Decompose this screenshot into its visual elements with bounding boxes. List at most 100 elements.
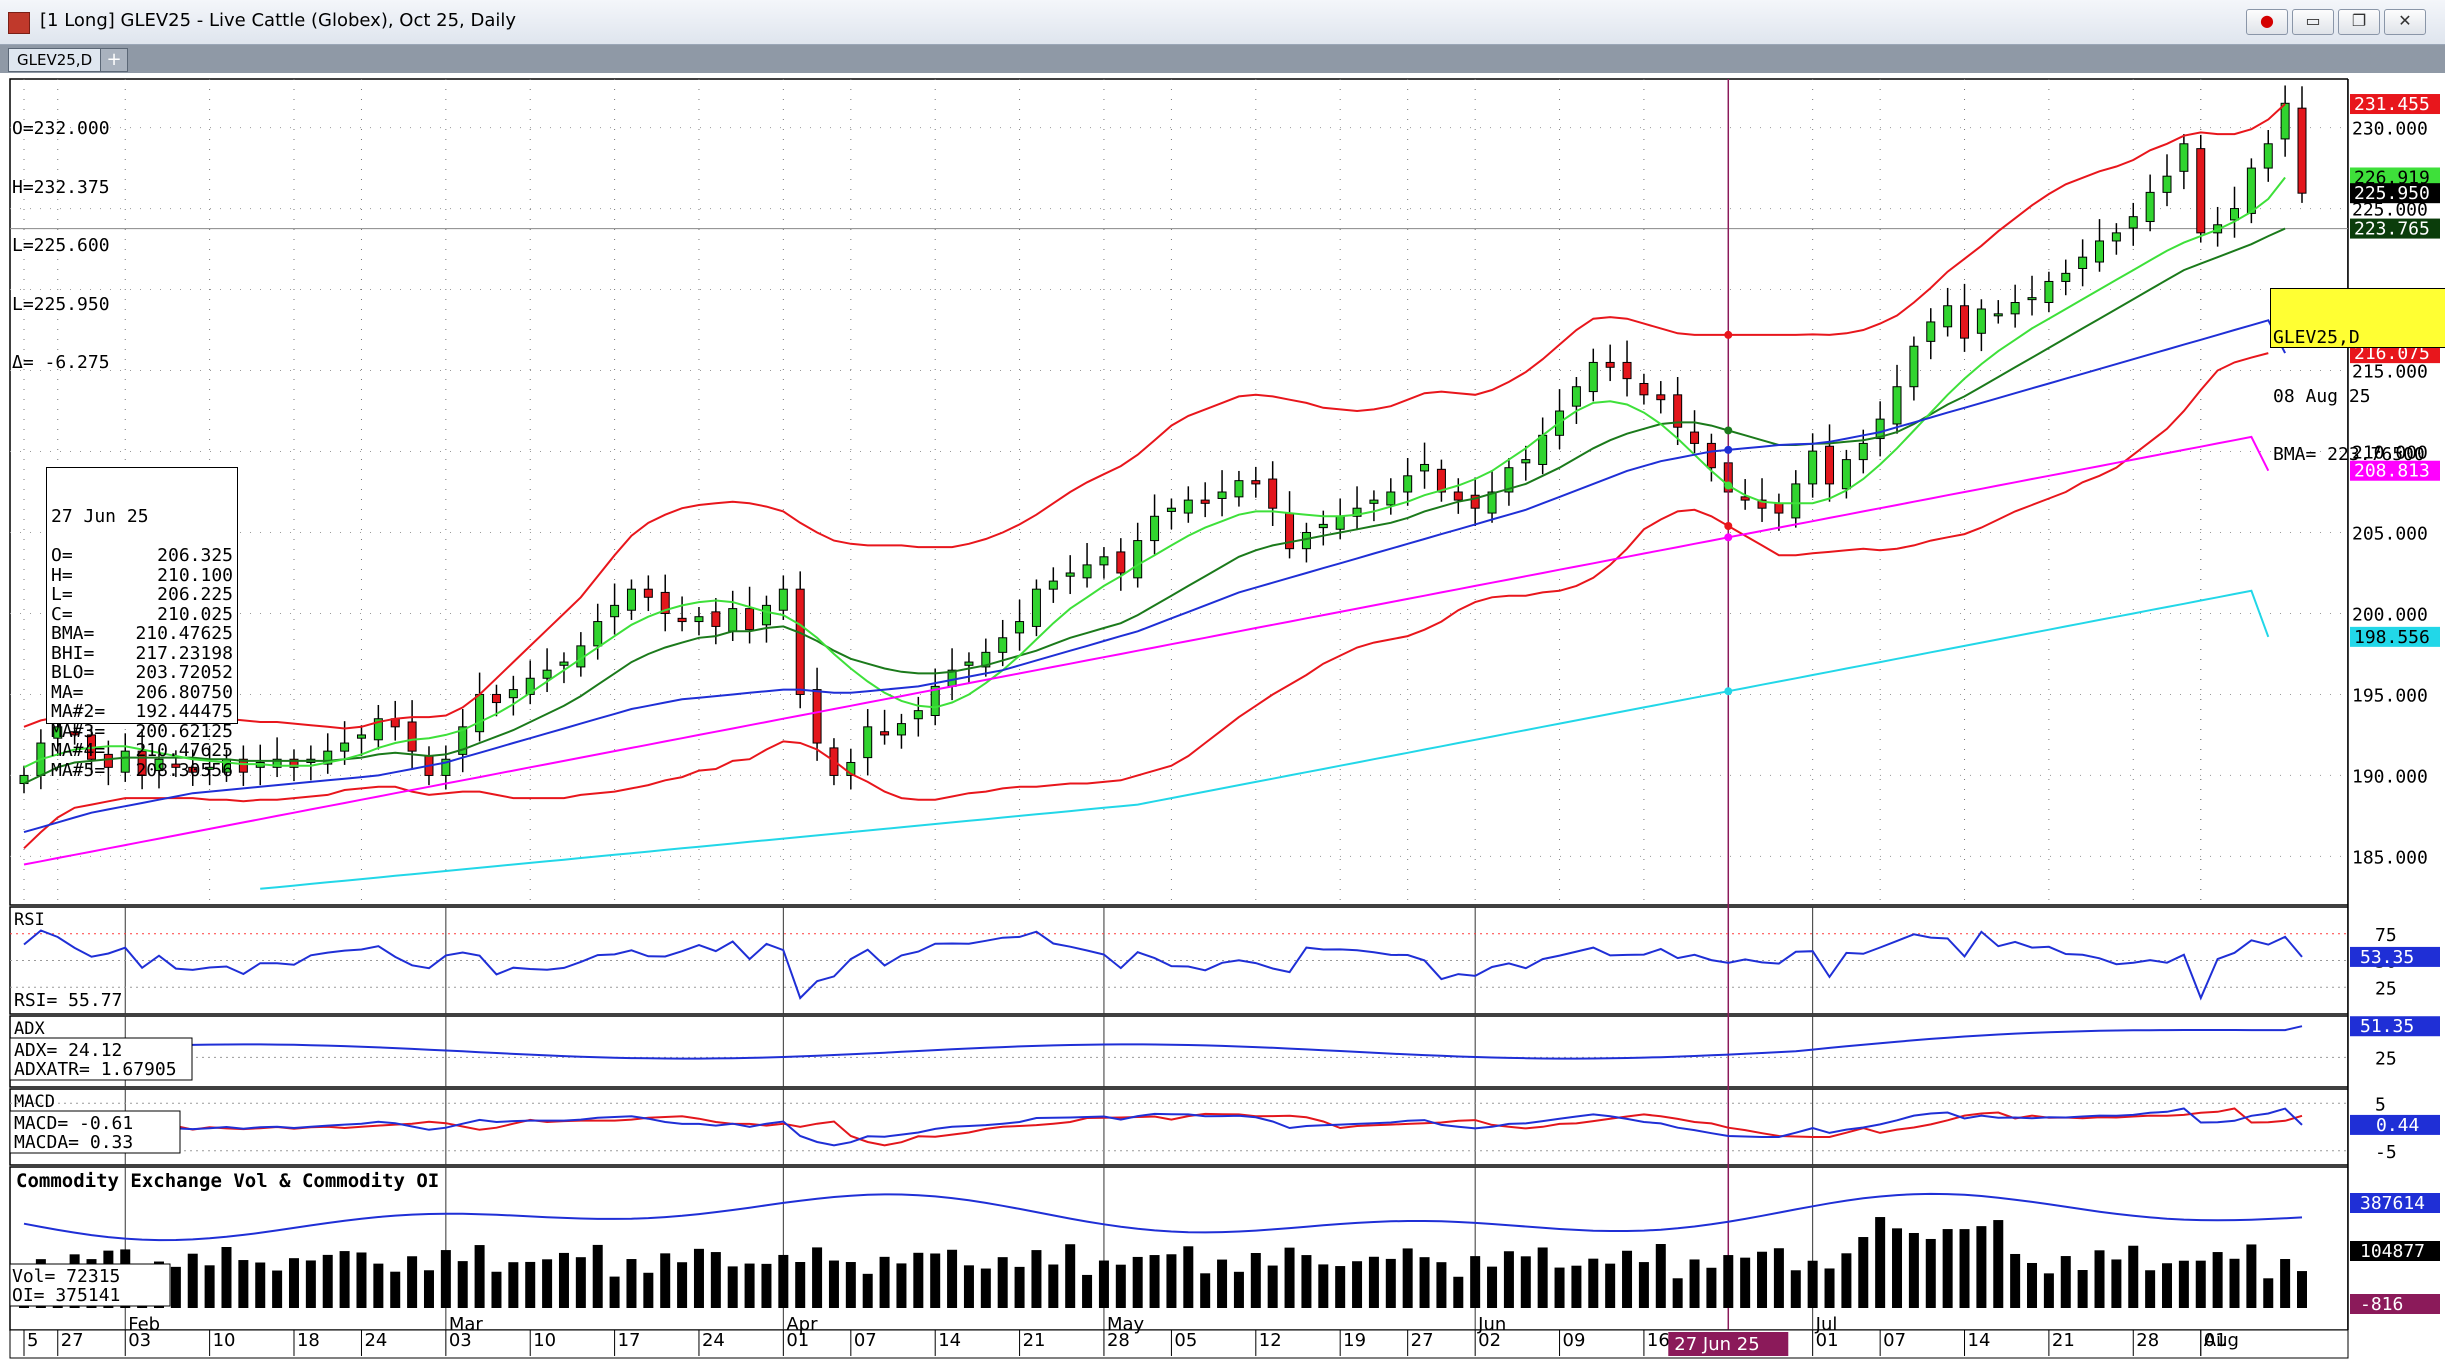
data-window-key: BMA= <box>51 623 95 644</box>
volume-bar <box>575 1257 586 1308</box>
data-window-key: BLO= <box>51 662 95 683</box>
volume-bar <box>1571 1265 1582 1308</box>
candle-body <box>1504 467 1514 493</box>
ohlc-open: O=232.000 <box>12 118 110 139</box>
price-tick-label: 185.000 <box>2352 847 2428 868</box>
candle-body <box>2162 175 2172 193</box>
adx-tag-label: 51.35 <box>2360 1016 2414 1037</box>
volume-bar <box>1706 1267 1717 1308</box>
data-window-key: H= <box>51 564 73 586</box>
volume-bar <box>1773 1248 1784 1308</box>
minimize-button[interactable]: ▭ <box>2292 9 2334 35</box>
candle-body <box>1133 540 1143 579</box>
volume-bar <box>2145 1270 2156 1308</box>
candle-body <box>19 774 29 785</box>
volume-bar <box>1284 1247 1295 1308</box>
month-label: Jun <box>1477 1314 1506 1335</box>
data-window-value: 200.62125 <box>135 720 233 742</box>
price-tag <box>2350 218 2440 239</box>
volume-readout: OI= 375141 <box>12 1285 120 1306</box>
volume-bar <box>1132 1256 1143 1308</box>
volume-bar <box>1908 1232 1919 1308</box>
volume-bar <box>221 1247 232 1308</box>
candle-body <box>1082 564 1092 579</box>
series-bma-line <box>23 227 2286 785</box>
candle-body <box>1875 418 1885 440</box>
panel-rsi <box>9 906 2349 1015</box>
volume-bar <box>1082 1274 1093 1308</box>
volume-bar <box>592 1244 603 1308</box>
date-tick-label: 14 <box>938 1330 961 1351</box>
volume-bar <box>1723 1255 1734 1308</box>
volume-bar <box>255 1262 266 1308</box>
open-interest-line <box>23 1192 2303 1242</box>
record-icon[interactable]: ● <box>2246 9 2288 35</box>
data-window-value: 206.325 <box>157 545 233 566</box>
volume-bar <box>1503 1251 1514 1308</box>
volume-bar <box>913 1252 924 1308</box>
candle-body <box>1825 445 1835 485</box>
add-tab-button[interactable]: + <box>100 48 128 72</box>
volume-bar <box>1740 1257 1751 1308</box>
data-window-row: MA#2= 192.44475 <box>51 702 233 722</box>
volume-bar <box>356 1252 367 1308</box>
candle-body <box>2027 297 2037 301</box>
volume-bar <box>542 1259 553 1308</box>
volume-bar <box>1217 1259 1228 1308</box>
date-tick-label: 18 <box>297 1330 320 1351</box>
candle-body <box>2196 148 2206 234</box>
candle-body <box>1150 515 1160 542</box>
data-window-key: MA#4= <box>51 740 106 761</box>
volume-tag-label: 104877 <box>2360 1241 2425 1262</box>
candle-body <box>1470 494 1480 509</box>
volume-bar <box>1487 1266 1498 1308</box>
date-tick-label: 24 <box>364 1330 387 1351</box>
price-tick-label: 210.000 <box>2352 443 2428 464</box>
panel-macd <box>9 1088 2349 1166</box>
volume-readout-box <box>9 1263 171 1307</box>
volume-bar <box>2246 1244 2257 1308</box>
date-tick-label: 07 <box>1883 1330 1906 1351</box>
candle-body <box>407 721 417 752</box>
candle-body <box>154 758 164 772</box>
date-tick-label: 16 <box>1647 1330 1670 1351</box>
candle-body <box>660 591 670 614</box>
candle-body <box>1588 361 1598 393</box>
price-tag-label: 231.455 <box>2354 94 2430 115</box>
cursor-marker <box>1724 687 1733 696</box>
date-tick-label: 21 <box>1023 1330 1046 1351</box>
chart-area[interactable]: 230.000 225.000 215.000 210.000 205.000 200.0… <box>0 73 2445 1366</box>
candle-body <box>728 608 738 632</box>
price-tag <box>2350 94 2440 115</box>
cursor-date-box <box>1668 1332 1789 1356</box>
volume-bar <box>1976 1226 1987 1308</box>
candle-body <box>795 588 805 695</box>
restore-button[interactable]: ❐ <box>2338 9 2380 35</box>
candle-body <box>103 753 113 768</box>
month-label: May <box>1107 1314 1145 1335</box>
candle-body <box>930 685 940 717</box>
date-tick-label: 17 <box>618 1330 641 1351</box>
candle-body <box>1369 499 1379 504</box>
data-window-row: C= 210.025 <box>51 604 233 625</box>
data-window-key: MA#3= <box>51 720 106 742</box>
data-window-row: MA#5= 208.30556 <box>51 760 233 781</box>
volume-bar <box>272 1270 283 1308</box>
candle-body <box>1943 305 1953 328</box>
candle-body <box>491 693 501 704</box>
ohlc-high: H=232.375 <box>12 176 110 198</box>
volume-bar <box>2077 1270 2088 1308</box>
candle-body <box>2145 191 2155 223</box>
volume-bar <box>558 1252 569 1308</box>
tab-chart[interactable]: GLEV25,D <box>8 48 102 72</box>
volume-bar <box>1875 1217 1886 1308</box>
rsi-tag-label: 53.35 <box>2360 947 2414 968</box>
date-tick-label: 01 <box>2204 1330 2227 1351</box>
candle-body <box>643 588 653 598</box>
close-button[interactable]: ✕ <box>2384 9 2426 35</box>
volume-bar <box>508 1262 519 1308</box>
candle-body <box>2246 167 2256 214</box>
volume-bar <box>1824 1268 1835 1308</box>
candle-body <box>913 710 923 720</box>
cursor-marker <box>1724 445 1733 454</box>
